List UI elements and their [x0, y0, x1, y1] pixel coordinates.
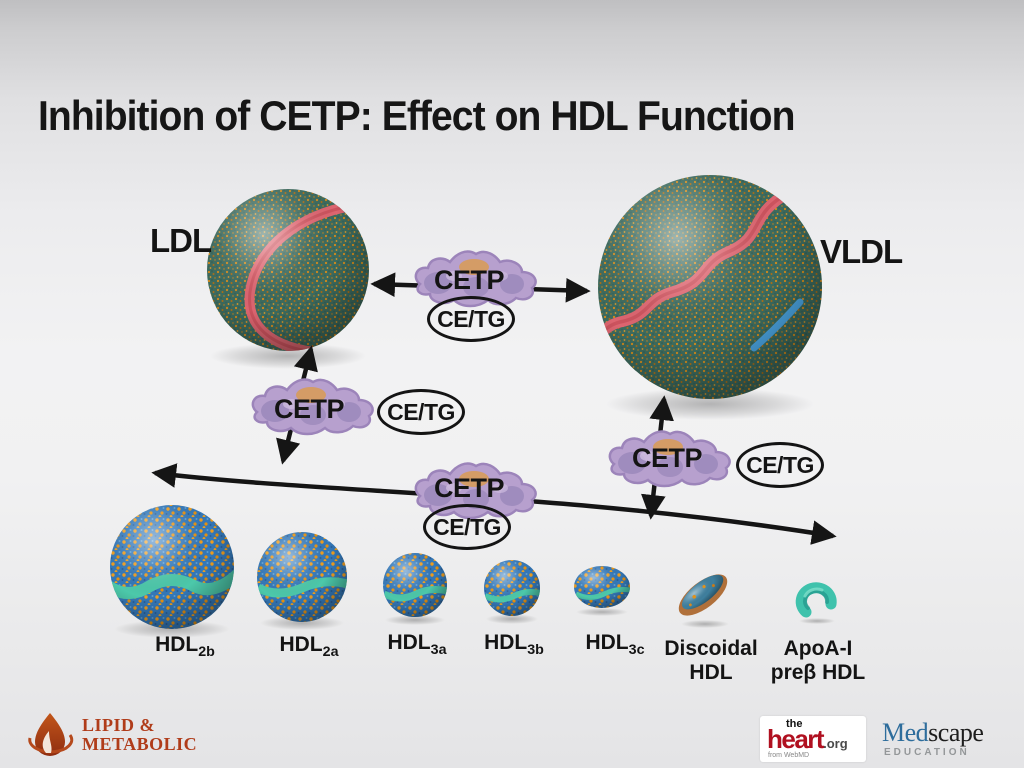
ce-tg-badge-midright: CE/TG [736, 442, 824, 488]
ldl-label: LDL [150, 222, 212, 259]
hdl2b-particle [110, 505, 234, 629]
hdl2a-label-base: HDL [279, 633, 323, 656]
theheart-tagline: from WebMD [768, 752, 810, 759]
apoa1-prebeta-label-line1: ApoA-I [783, 637, 853, 660]
theheart-heart: heart.org [767, 726, 848, 752]
discoidal-hdl-label-line1: Discoidal [664, 637, 758, 660]
hdl3c-label: HDL3c [555, 631, 675, 659]
apoa1-prebeta-hdl-particle [795, 582, 837, 618]
medscape-logo: Medscape EDUCATION [882, 720, 1002, 759]
hdl3a-label: HDL3a [357, 631, 477, 659]
hdl3a-particle [383, 553, 447, 617]
medscape-scape: scape [928, 718, 984, 747]
ce-tg-badge-midleft: CE/TG [377, 389, 465, 435]
discoidal-hdl-label: Discoidal HDL [651, 637, 771, 685]
lipid-line1: LIPID & [82, 715, 156, 736]
vldl-label: VLDL [820, 233, 903, 270]
cetp-label-center: CETP [433, 473, 505, 503]
discoidal-hdl-particle [678, 574, 728, 616]
theheart-the: the [786, 718, 803, 730]
flame-icon [28, 713, 74, 756]
slide-title: Inhibition of CETP: Effect on HDL Functi… [38, 92, 795, 140]
hdl3b-label-sub: 3b [527, 642, 544, 659]
theheart-org-suffix: .org [823, 736, 848, 751]
lipid-line2: METABOLIC [82, 734, 198, 754]
hdl3b-particle [484, 560, 540, 616]
ldl-particle [207, 189, 369, 351]
theheart-heart-word: heart [767, 724, 825, 754]
hdl2b-label-base: HDL [155, 633, 199, 656]
hdl3a-label-base: HDL [387, 631, 431, 654]
cetp-label-top: CETP [433, 265, 505, 295]
medscape-wordmark: Medscape [882, 720, 1002, 746]
discoidal-hdl-label-line2: HDL [689, 661, 733, 685]
hdl3b-label-base: HDL [484, 631, 528, 654]
hdl3c-label-base: HDL [585, 631, 629, 654]
lipid-metabolic-logo: LIPID & METABOLIC [26, 710, 197, 760]
cetp-label-midright: CETP [631, 443, 703, 473]
hdl2b-label: HDL2b [125, 633, 245, 661]
medscape-med: Med [882, 718, 929, 747]
apoa1-prebeta-label-line2: preβ HDL [770, 661, 866, 685]
theheart-org-logo: the heart.org from WebMD [760, 716, 866, 762]
hdl3b-label: HDL3b [454, 631, 574, 659]
hdl2b-label-sub: 2b [198, 644, 215, 661]
medscape-education: EDUCATION [884, 747, 970, 758]
apoa1-prebeta-label: ApoA-I preβ HDL [758, 637, 878, 685]
hdl3c-particle [574, 566, 630, 608]
vldl-particle [598, 175, 822, 399]
hdl2a-label: HDL2a [249, 633, 369, 661]
ce-tg-badge-top: CE/TG [427, 296, 515, 342]
lipid-metabolic-text: LIPID & METABOLIC [82, 716, 197, 754]
cetp-label-midleft: CETP [273, 394, 345, 424]
hdl2a-label-sub: 2a [322, 644, 339, 661]
hdl3a-label-sub: 3a [430, 642, 447, 659]
hdl3c-label-sub: 3c [628, 642, 645, 659]
ce-tg-badge-center: CE/TG [423, 504, 511, 550]
hdl2a-particle [257, 532, 347, 622]
